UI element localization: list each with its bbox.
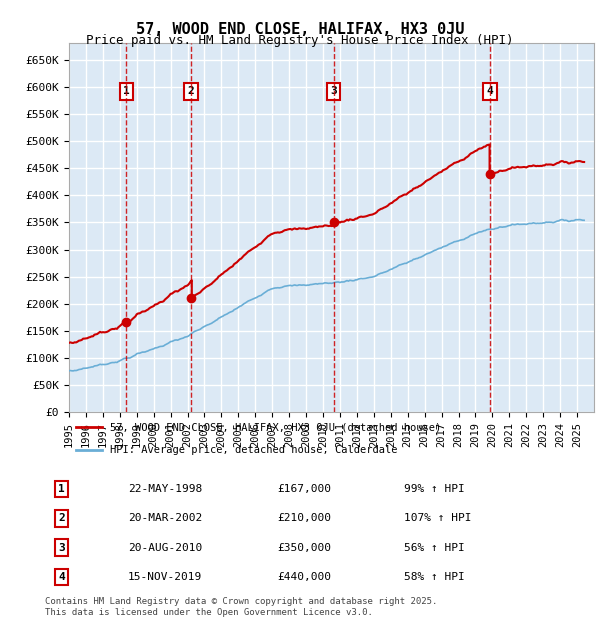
Text: 20-AUG-2010: 20-AUG-2010 bbox=[128, 542, 202, 552]
Text: 22-MAY-1998: 22-MAY-1998 bbox=[128, 484, 202, 494]
Text: 56% ↑ HPI: 56% ↑ HPI bbox=[404, 542, 464, 552]
Text: 99% ↑ HPI: 99% ↑ HPI bbox=[404, 484, 464, 494]
Text: 1: 1 bbox=[123, 86, 130, 96]
Text: £440,000: £440,000 bbox=[277, 572, 331, 582]
Text: 20-MAR-2002: 20-MAR-2002 bbox=[128, 513, 202, 523]
Text: 57, WOOD END CLOSE, HALIFAX, HX3 0JU (detached house): 57, WOOD END CLOSE, HALIFAX, HX3 0JU (de… bbox=[110, 422, 441, 432]
Text: 58% ↑ HPI: 58% ↑ HPI bbox=[404, 572, 464, 582]
Text: £210,000: £210,000 bbox=[277, 513, 331, 523]
Text: 57, WOOD END CLOSE, HALIFAX, HX3 0JU: 57, WOOD END CLOSE, HALIFAX, HX3 0JU bbox=[136, 22, 464, 37]
Text: £167,000: £167,000 bbox=[277, 484, 331, 494]
Text: HPI: Average price, detached house, Calderdale: HPI: Average price, detached house, Cald… bbox=[110, 445, 397, 455]
Text: 2: 2 bbox=[188, 86, 194, 96]
Text: 15-NOV-2019: 15-NOV-2019 bbox=[128, 572, 202, 582]
Text: 1: 1 bbox=[58, 484, 65, 494]
Text: 3: 3 bbox=[58, 542, 65, 552]
Text: 4: 4 bbox=[487, 86, 494, 96]
Text: 107% ↑ HPI: 107% ↑ HPI bbox=[404, 513, 472, 523]
Text: 2: 2 bbox=[58, 513, 65, 523]
Text: 3: 3 bbox=[331, 86, 337, 96]
Text: £350,000: £350,000 bbox=[277, 542, 331, 552]
Text: Price paid vs. HM Land Registry's House Price Index (HPI): Price paid vs. HM Land Registry's House … bbox=[86, 34, 514, 47]
Text: Contains HM Land Registry data © Crown copyright and database right 2025.
This d: Contains HM Land Registry data © Crown c… bbox=[45, 598, 437, 617]
Text: 4: 4 bbox=[58, 572, 65, 582]
